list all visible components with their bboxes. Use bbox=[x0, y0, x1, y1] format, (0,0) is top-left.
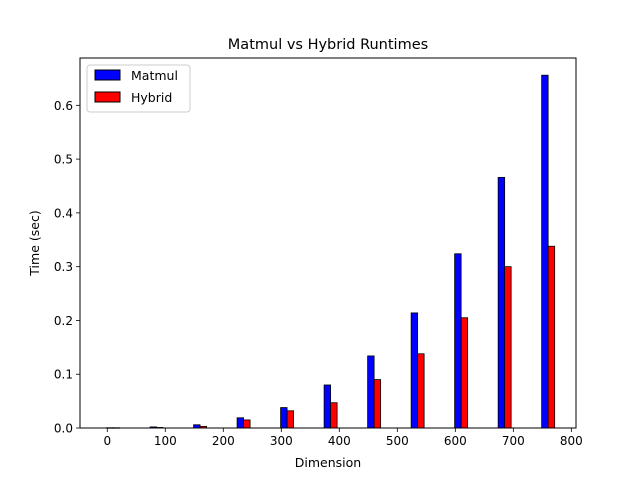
bar-matmul-7 bbox=[410, 312, 419, 429]
y-tick-label: 0.4 bbox=[54, 206, 73, 220]
x-tick-label: 400 bbox=[328, 434, 351, 448]
x-axis-label: Dimension bbox=[295, 455, 361, 470]
plot-frame bbox=[79, 57, 577, 429]
bars-layer bbox=[106, 74, 556, 429]
y-tick-label: 0.1 bbox=[54, 368, 73, 382]
x-tick-label: 200 bbox=[212, 434, 235, 448]
x-tick-label: 500 bbox=[386, 434, 409, 448]
bar-matmul-5 bbox=[323, 384, 332, 429]
bar-hybrid-9 bbox=[504, 266, 512, 429]
bar-hybrid-5 bbox=[330, 402, 338, 429]
x-tick-label: 700 bbox=[502, 434, 525, 448]
bar-hybrid-4 bbox=[286, 410, 295, 429]
y-axis-label: Time (sec) bbox=[27, 210, 42, 276]
legend-label-hybrid: Hybrid bbox=[131, 90, 172, 105]
legend-label-matmul: Matmul bbox=[131, 68, 178, 83]
y-ticks: 0.0 0.1 0.2 0.3 0.4 0.5 0.6 bbox=[54, 99, 80, 436]
bar-hybrid-6 bbox=[373, 379, 382, 429]
bar-hybrid-10 bbox=[547, 245, 556, 429]
bar-matmul-8 bbox=[454, 253, 462, 429]
x-tick-label: 600 bbox=[444, 434, 467, 448]
y-tick-label: 0.3 bbox=[54, 260, 73, 274]
legend: Matmul Hybrid bbox=[86, 64, 191, 113]
y-tick-label: 0.0 bbox=[54, 422, 73, 436]
x-tick-label: 100 bbox=[154, 434, 177, 448]
y-tick-label: 0.2 bbox=[54, 314, 73, 328]
legend-swatch-matmul bbox=[94, 69, 121, 81]
y-tick-label: 0.5 bbox=[54, 153, 73, 167]
bar-matmul-10 bbox=[541, 74, 549, 429]
legend-swatch-hybrid bbox=[94, 91, 121, 103]
x-tick-label: 300 bbox=[270, 434, 293, 448]
bar-matmul-4 bbox=[280, 407, 288, 429]
x-tick-label: 800 bbox=[560, 434, 583, 448]
bar-hybrid-8 bbox=[460, 317, 469, 429]
bar-matmul-3 bbox=[236, 417, 244, 429]
y-tick-label: 0.6 bbox=[54, 99, 73, 113]
chart-title: Matmul vs Hybrid Runtimes bbox=[228, 37, 428, 53]
x-ticks: 0 100 200 300 400 500 600 700 800 bbox=[103, 428, 583, 448]
bar-hybrid-3 bbox=[243, 419, 251, 429]
bar-matmul-9 bbox=[497, 176, 506, 429]
bar-hybrid-7 bbox=[417, 353, 425, 429]
x-tick-label: 0 bbox=[103, 434, 111, 448]
bar-matmul-6 bbox=[367, 355, 375, 429]
